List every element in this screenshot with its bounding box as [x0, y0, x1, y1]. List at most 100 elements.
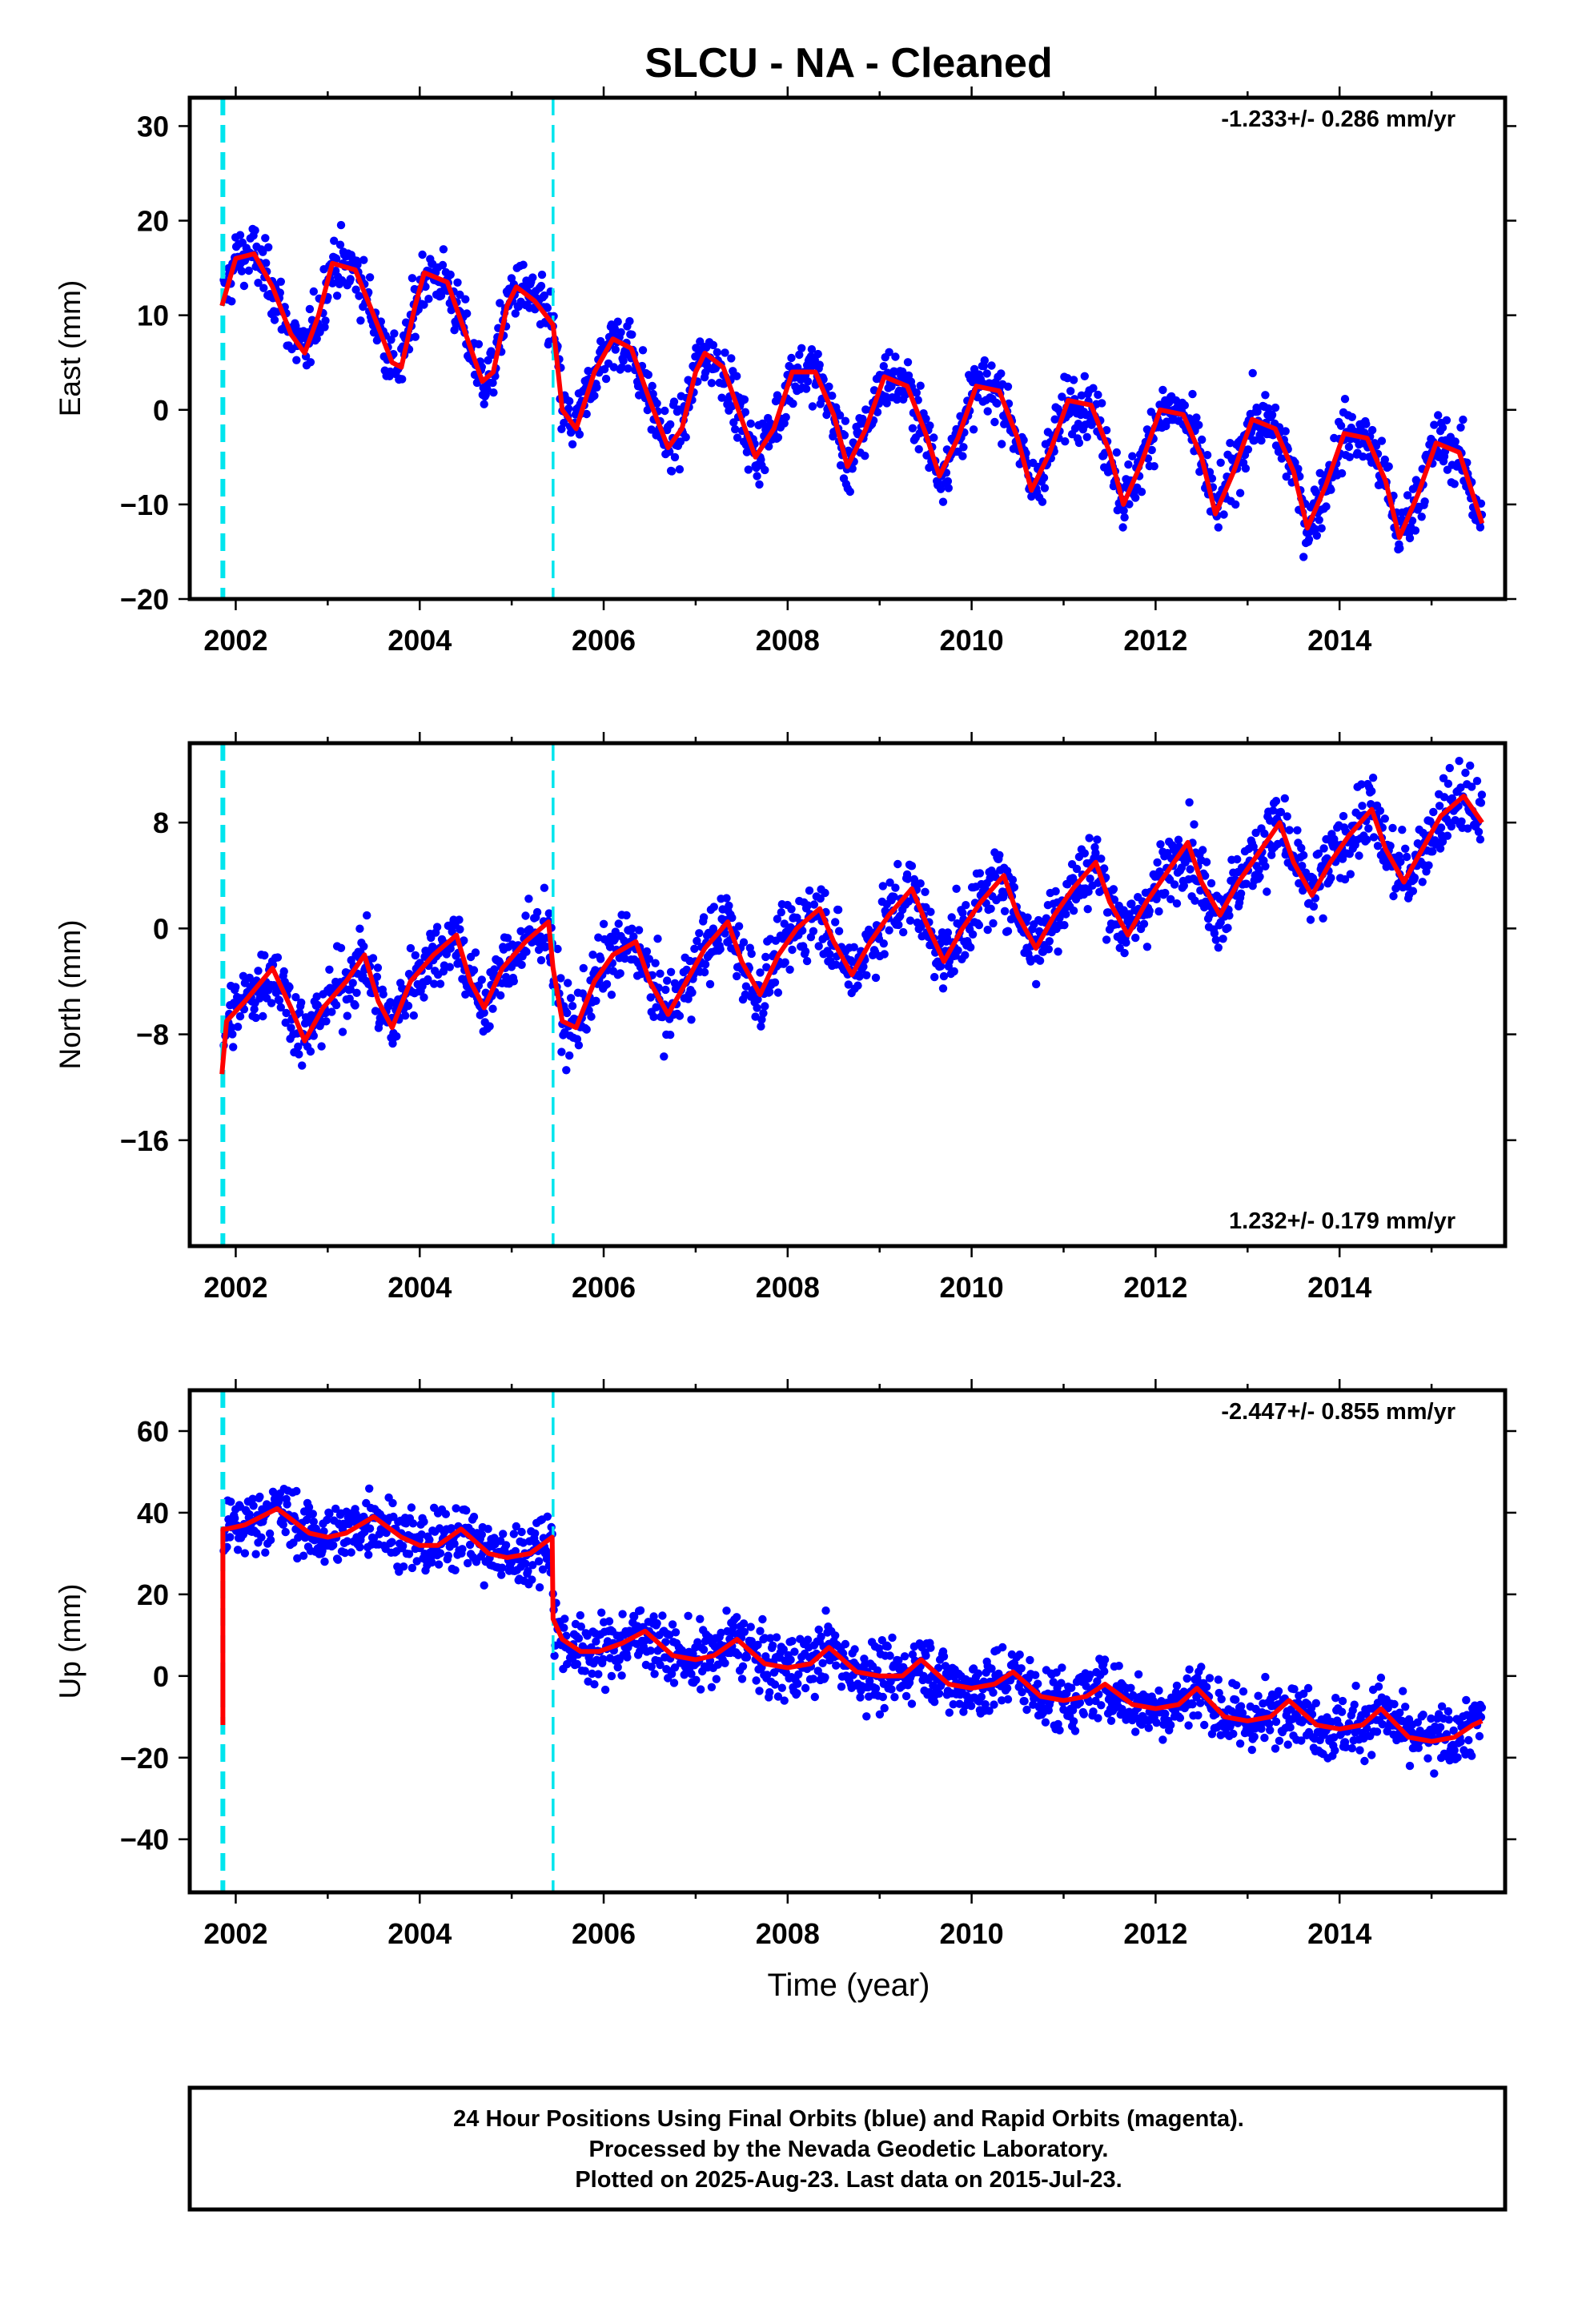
data-point	[885, 926, 893, 935]
data-point	[671, 1628, 681, 1637]
data-point	[1093, 835, 1102, 844]
y-tick-label: −40	[120, 1823, 169, 1856]
data-point	[1248, 368, 1257, 378]
data-point	[1052, 1668, 1061, 1677]
data-point	[1134, 1670, 1143, 1679]
data-point	[989, 919, 998, 928]
data-point	[666, 420, 675, 429]
data-point	[1106, 1716, 1116, 1725]
data-point	[1152, 895, 1161, 904]
data-point	[1205, 1674, 1215, 1683]
data-point	[458, 1545, 467, 1554]
data-point	[670, 1663, 680, 1672]
data-point	[630, 1612, 639, 1621]
data-point	[614, 919, 623, 928]
data-point	[833, 905, 843, 915]
data-point	[887, 1685, 896, 1694]
data-point	[590, 1680, 599, 1689]
data-point	[934, 1689, 944, 1698]
y-tick-label: −20	[120, 1742, 169, 1775]
data-point	[1297, 843, 1306, 853]
data-point	[696, 1614, 705, 1623]
data-point	[1129, 1691, 1138, 1700]
data-point	[227, 1023, 236, 1032]
data-point	[1188, 1700, 1197, 1709]
data-point	[1182, 1674, 1191, 1683]
data-point	[544, 909, 553, 918]
data-point	[682, 965, 691, 975]
north-panel: 2002 2004 2006 2008 2010 2012 2014−16−808North…	[54, 732, 1516, 1304]
data-point	[355, 924, 364, 933]
data-point	[1367, 1751, 1376, 1759]
data-point	[599, 1655, 608, 1663]
data-point	[424, 975, 432, 984]
data-point	[511, 309, 520, 318]
data-point	[1113, 1696, 1122, 1705]
data-point	[304, 1502, 314, 1512]
data-point	[613, 1663, 622, 1672]
data-point	[352, 988, 361, 998]
data-point	[1271, 403, 1280, 412]
data-point	[1359, 452, 1367, 461]
data-point	[1464, 1735, 1473, 1745]
data-point	[1468, 1751, 1476, 1760]
data-point	[636, 970, 646, 979]
data-point	[373, 963, 383, 972]
x-tick-label: 2012	[1123, 1917, 1187, 1950]
data-point	[949, 1700, 958, 1709]
data-point	[939, 1652, 949, 1661]
data-point	[1100, 1667, 1109, 1676]
data-point	[1309, 902, 1319, 911]
north-axis-label: North (mm)	[54, 919, 86, 1069]
data-point	[1097, 1701, 1106, 1710]
data-point	[306, 358, 315, 367]
data-point	[1449, 1726, 1458, 1735]
data-point	[765, 1688, 774, 1697]
y-tick-label: 20	[137, 205, 169, 238]
data-point	[663, 976, 672, 985]
data-point	[1154, 907, 1163, 916]
data-point	[646, 1647, 655, 1655]
data-point	[707, 379, 717, 388]
data-point	[1283, 1740, 1292, 1749]
data-point	[1131, 493, 1140, 502]
data-point	[331, 1504, 340, 1514]
data-point	[809, 927, 818, 936]
data-point	[650, 1670, 659, 1679]
data-point	[793, 1689, 801, 1698]
data-point	[1197, 1663, 1206, 1671]
data-point	[279, 1520, 287, 1530]
data-point	[259, 1011, 267, 1021]
data-point	[757, 1015, 766, 1024]
data-point	[938, 984, 948, 993]
data-point	[1261, 862, 1270, 871]
data-point	[1235, 1739, 1245, 1748]
data-point	[295, 1008, 304, 1017]
data-point	[814, 942, 823, 951]
data-point	[1041, 1718, 1050, 1727]
data-point	[538, 1565, 548, 1574]
data-point	[590, 391, 599, 400]
data-point	[1377, 436, 1387, 445]
data-point	[1407, 517, 1417, 525]
data-point	[594, 1670, 603, 1679]
data-point	[1363, 1724, 1371, 1733]
east-rate-label: -1.233+/- 0.286 mm/yr	[1221, 107, 1456, 132]
data-point	[755, 480, 764, 489]
data-point	[1190, 820, 1199, 829]
data-point	[661, 406, 669, 416]
data-point	[722, 1606, 731, 1615]
data-point	[793, 1679, 802, 1688]
data-point	[629, 932, 638, 941]
data-point	[755, 1687, 764, 1695]
data-point	[1369, 833, 1379, 842]
data-point	[1275, 1736, 1284, 1745]
data-point	[340, 1548, 350, 1558]
data-point	[647, 1663, 656, 1671]
data-point	[1003, 382, 1013, 391]
data-point	[1137, 488, 1146, 497]
data-point	[337, 275, 347, 285]
data-point	[1322, 502, 1331, 511]
data-point	[1185, 798, 1194, 807]
data-point	[793, 913, 801, 923]
